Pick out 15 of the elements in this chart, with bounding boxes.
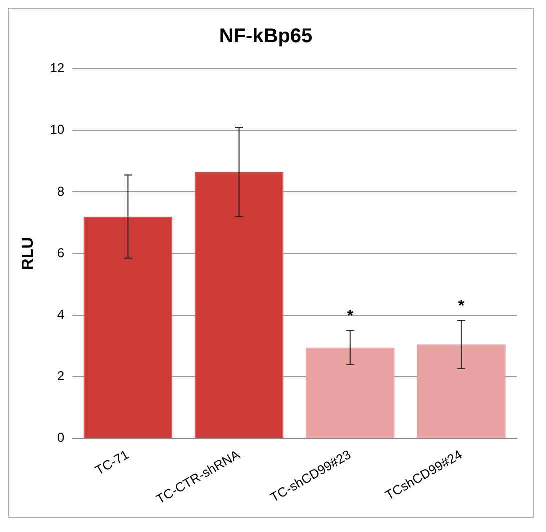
bar (306, 348, 395, 438)
y-tick-label: 0 (57, 430, 65, 446)
y-tick-label: 4 (57, 306, 65, 322)
y-tick-label: 10 (50, 122, 65, 138)
y-tick-label: 12 (50, 60, 65, 76)
annotation: * (458, 298, 466, 316)
bar (194, 172, 284, 438)
y-tick-label: 2 (57, 368, 65, 384)
annotation: * (347, 308, 354, 326)
bar (417, 344, 506, 438)
y-tick-label: 6 (57, 245, 65, 260)
bar (84, 216, 173, 438)
y-tick-label: 8 (57, 184, 65, 199)
chart-title: NF-kBp65 (219, 26, 313, 48)
y-axis-title: RLU (20, 237, 38, 270)
